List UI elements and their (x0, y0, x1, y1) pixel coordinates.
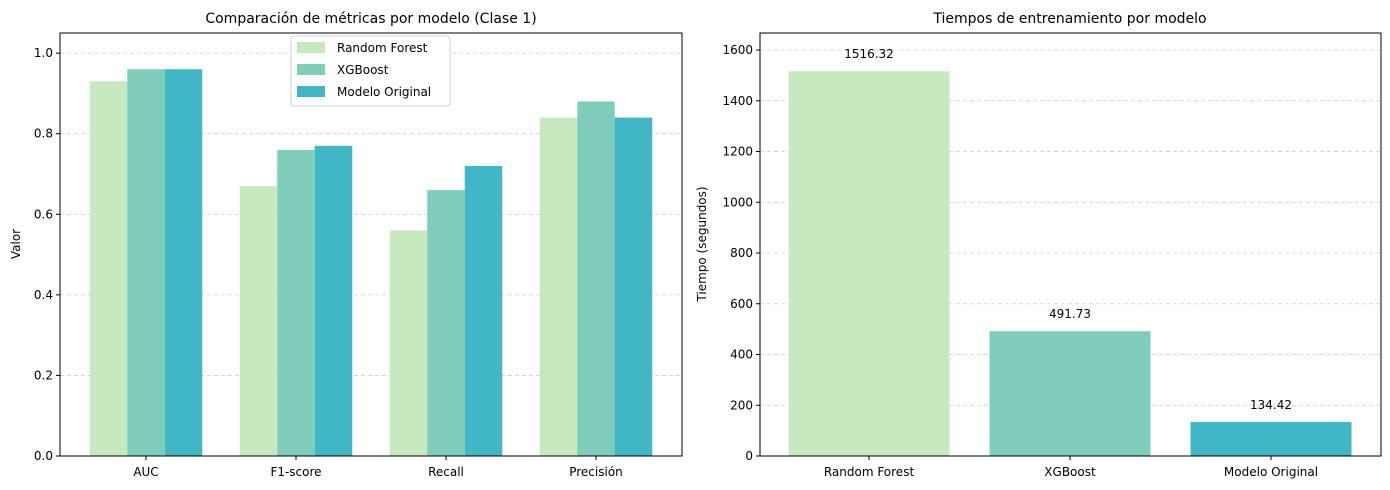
plot-frame (59, 32, 683, 457)
y-tick-label: 800 (730, 246, 753, 260)
y-tick-label: 1400 (722, 94, 753, 108)
chart-title: Tiempos de entrenamiento por modelo (932, 11, 1206, 27)
y-tick-label: 1200 (722, 145, 753, 159)
y-tick-label: 0.8 (34, 127, 53, 141)
x-ticks: AUC F1-score Recall Precisión (133, 456, 623, 479)
y-tick-label: 0.4 (34, 288, 53, 302)
y-axis-label: Tiempo (segundos) (695, 186, 709, 302)
x-tick-label: Random Forest (824, 465, 915, 479)
x-tick-label: F1-score (270, 465, 321, 479)
legend-label: Modelo Original (337, 85, 431, 99)
legend-swatch (297, 64, 325, 75)
bar-xgboost (127, 69, 165, 456)
y-ticks: 0.0 0.2 0.4 0.6 0.8 1.0 (34, 46, 60, 463)
bar-random-forest (89, 81, 128, 456)
legend-swatch (297, 42, 325, 53)
y-tick-label: 0.0 (34, 449, 53, 463)
x-tick-label: Recall (428, 465, 464, 479)
legend-label: XGBoost (337, 63, 389, 77)
y-tick-label: 1000 (722, 195, 753, 209)
data-label: 1516.32 (844, 47, 894, 61)
bar-random-forest (389, 230, 428, 456)
times-chart: Tiempos de entrenamiento por modelo Tiem… (695, 11, 1382, 479)
bar (1190, 421, 1352, 456)
data-label: 134.42 (1250, 398, 1292, 412)
data-label: 491.73 (1049, 307, 1091, 321)
y-tick-label: 1.0 (34, 46, 53, 60)
legend: Random Forest XGBoost Modelo Original (290, 35, 451, 107)
y-axis-label: Valor (9, 229, 23, 259)
bar-random-forest (239, 186, 278, 457)
y-tick-label: 400 (730, 348, 753, 362)
x-tick-label: Modelo Original (1224, 465, 1318, 479)
x-tick-label: AUC (133, 465, 158, 479)
bars (89, 69, 653, 457)
bar-xgboost (577, 101, 615, 456)
x-ticks: Random Forest XGBoost Modelo Original (824, 456, 1318, 479)
bar-modelo-original (464, 165, 503, 456)
plot-frame (759, 32, 1382, 457)
bar-modelo-original (164, 69, 203, 456)
bar-xgboost (427, 190, 465, 456)
bar-modelo-original (614, 117, 653, 456)
chart-title: Comparación de métricas por modelo (Clas… (205, 11, 536, 27)
y-tick-label: 1600 (722, 43, 753, 57)
y-tick-label: 0 (745, 449, 753, 463)
x-tick-label: XGBoost (1044, 465, 1096, 479)
bar (989, 331, 1151, 456)
bars: 1516.32 491.73 134.42 (788, 47, 1352, 457)
bar-xgboost (277, 149, 315, 457)
legend-swatch (297, 86, 325, 97)
y-tick-label: 0.6 (34, 207, 53, 221)
bar (788, 71, 950, 457)
legend-label: Random Forest (337, 41, 428, 55)
x-tick-label: Precisión (569, 465, 623, 479)
y-ticks: 0 200 400 600 800 1000 1200 1400 1600 (722, 43, 760, 463)
bar-random-forest (539, 117, 578, 456)
y-tick-label: 200 (730, 398, 753, 412)
legend-box (290, 35, 451, 107)
y-tick-label: 600 (730, 297, 753, 311)
bar-modelo-original (314, 145, 353, 457)
metrics-chart: Comparación de métricas por modelo (Clas… (9, 11, 683, 479)
y-tick-label: 0.2 (34, 368, 53, 382)
